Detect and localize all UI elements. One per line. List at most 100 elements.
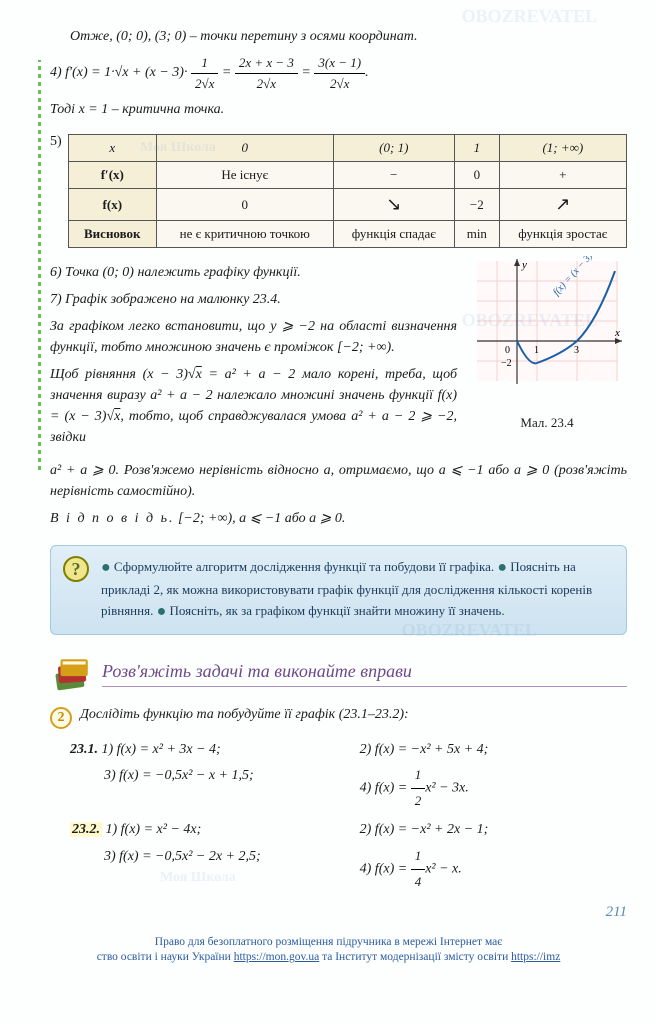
intro-text: Отже, (0; 0), (3; 0) – точки перетину з … — [50, 26, 627, 47]
frac-den: 2√x — [314, 74, 365, 94]
tick-3: 3 — [574, 345, 579, 356]
answer-line: В і д п о в і д ь. [−2; +∞), a ⩽ −1 або … — [50, 508, 627, 529]
table-cell: 0 — [454, 162, 499, 189]
p10: a² + a ⩾ 0. Розв'яжемо нерівність віднос… — [50, 460, 627, 502]
p9: Щоб рівняння (x − 3)√x = a² + a − 2 мало… — [50, 364, 457, 448]
sqrt-x: √x — [115, 65, 129, 80]
table-lead: 5) — [50, 126, 62, 150]
question-icon: ? — [63, 556, 89, 582]
table-cell: 0 — [156, 189, 333, 221]
p6: 6) Точка (0; 0) належить графіку функції… — [50, 262, 457, 283]
tick-neg2: −2 — [501, 358, 512, 369]
table-cell: не є критичною точкою — [156, 221, 333, 248]
margin-bar — [38, 60, 41, 470]
footer: Право для безоплатного розміщення підруч… — [0, 931, 657, 973]
frac-num: 1 — [411, 763, 426, 789]
page-content: Отже, (0; 0), (3; 0) – точки перетину з … — [0, 0, 657, 931]
deriv-plus: + (x − 3)· — [129, 65, 188, 80]
frac-num: 1 — [411, 844, 426, 870]
frac-den: 2√x — [191, 74, 218, 94]
table-cell: − — [333, 162, 454, 189]
bullet-icon: ● — [497, 559, 507, 576]
ex-lead-text: Дослідіть функцію та побудуйте її графік… — [80, 707, 409, 723]
fraction-1: 12√x — [191, 53, 218, 93]
deriv-lead: 4) f′(x) = 1· — [50, 65, 115, 80]
graph-column: x y 0 1 3 −2 f(x) = (x − 3)√x Мал. 23.4 — [467, 256, 627, 454]
eq: = — [301, 65, 314, 80]
crystal-icon: 2 — [50, 707, 72, 729]
frac-den: 2√x — [235, 74, 298, 94]
ex-232-4b: x² − x. — [425, 861, 462, 876]
frac-num: 3(x − 1) — [314, 53, 365, 74]
ex-231-2: 2) f(x) = −x² + 5x + 4; — [360, 737, 627, 764]
ex-232-2: 2) f(x) = −x² + 2x − 1; — [360, 817, 627, 844]
table-cell: функція зростає — [499, 221, 626, 248]
books-icon — [50, 653, 92, 695]
exercise-231: 23.1. 1) f(x) = x² + 3x − 4; 2) f(x) = −… — [70, 737, 627, 814]
critical-point: Тоді x = 1 – критична точка. — [50, 99, 627, 120]
table-header: 1 — [454, 135, 499, 162]
exercise-lead: 2 Дослідіть функцію та побудуйте її граф… — [50, 707, 627, 729]
table-cell: min — [454, 221, 499, 248]
ex-232-3: 3) f(x) = −0,5x² − 2x + 2,5; — [70, 844, 337, 894]
table-cell: + — [499, 162, 626, 189]
row-label: f(x) — [68, 189, 156, 221]
tick-0: 0 — [505, 345, 510, 356]
table-row: f(x) 0 ↘ −2 ↗ — [68, 189, 626, 221]
ex-232-1: 1) f(x) = x² − 4x; — [106, 822, 202, 837]
table-header: (1; +∞) — [499, 135, 626, 162]
answer-text: [−2; +∞), a ⩽ −1 або a ⩾ 0. — [174, 511, 345, 526]
answer-label: В і д п о в і д ь. — [50, 511, 174, 526]
dot: . — [365, 65, 369, 80]
table-header: x — [68, 135, 156, 162]
section-title: Розв'яжіть задачі та виконайте вправи — [102, 661, 627, 687]
row-label: f′(x) — [68, 162, 156, 189]
section-header: Розв'яжіть задачі та виконайте вправи — [50, 653, 627, 695]
axis-y-label: y — [521, 259, 527, 271]
ex-231-4a: 4) f(x) = — [360, 781, 411, 796]
eq: = — [222, 65, 235, 80]
table-row: Висновок не є критичною точкою функція с… — [68, 221, 626, 248]
table-cell-arrow: ↘ — [333, 189, 454, 221]
table-cell: функція спадає — [333, 221, 454, 248]
analysis-table: x 0 (0; 1) 1 (1; +∞) f′(x) Не існує − 0 … — [68, 134, 627, 248]
ex-num-231: 23.1. — [70, 742, 98, 757]
table-header: 0 — [156, 135, 333, 162]
fraction-2: 2x + x − 32√x — [235, 53, 298, 93]
frac-den: 4 — [411, 870, 426, 895]
p7: 7) Графік зображено на малюнку 23.4. — [50, 289, 457, 310]
frac-num: 1 — [191, 53, 218, 74]
page-number: 211 — [50, 904, 627, 921]
tick-1: 1 — [534, 345, 539, 356]
bullet-icon: ● — [157, 603, 167, 620]
table-cell-arrow: ↗ — [499, 189, 626, 221]
ex-231-3: 3) f(x) = −0,5x² − x + 1,5; — [70, 763, 337, 813]
fraction-3: 3(x − 1)2√x — [314, 53, 365, 93]
p9a: Щоб рівняння (x − 3) — [50, 367, 188, 382]
p8: За графіком легко встановити, що y ⩾ −2 … — [50, 316, 457, 358]
ex-num-232: 23.2. — [70, 822, 102, 837]
footer-link-1[interactable]: https://mon.gov.ua — [234, 951, 320, 963]
table-row: x 0 (0; 1) 1 (1; +∞) — [68, 135, 626, 162]
row-label: Висновок — [68, 221, 156, 248]
exercise-232: 23.2. 1) f(x) = x² − 4x; 2) f(x) = −x² +… — [70, 817, 627, 894]
footer-line2b: та Інститут модернізації змісту освіти — [319, 951, 511, 963]
table-cell: −2 — [454, 189, 499, 221]
info-box: ? ● Сформулюйте алгоритм дослідження фун… — [50, 545, 627, 635]
table-row: f′(x) Не існує − 0 + — [68, 162, 626, 189]
graph-caption: Мал. 23.4 — [467, 415, 627, 431]
axis-x-label: x — [614, 327, 620, 339]
ex-231-4b: x² − 3x. — [425, 781, 469, 796]
footer-link-2[interactable]: https://imz — [511, 951, 560, 963]
info-t3: Поясніть, як за графіком функції знайти … — [170, 602, 505, 617]
footer-line1: Право для безоплатного розміщення підруч… — [155, 936, 502, 948]
ex-232-4a: 4) f(x) = — [360, 861, 411, 876]
frac-den: 2 — [411, 789, 426, 814]
ex-231-1: 1) f(x) = x² + 3x − 4; — [102, 742, 221, 757]
function-graph: x y 0 1 3 −2 f(x) = (x − 3)√x — [467, 256, 627, 406]
footer-line2a: ство освіти і науки України — [97, 951, 234, 963]
derivative-line: 4) f′(x) = 1·√x + (x − 3)· 12√x = 2x + x… — [50, 53, 627, 93]
table-cell: Не існує — [156, 162, 333, 189]
bullet-icon: ● — [101, 559, 111, 576]
info-t1: Сформулюйте алгоритм дослідження функції… — [114, 559, 497, 574]
